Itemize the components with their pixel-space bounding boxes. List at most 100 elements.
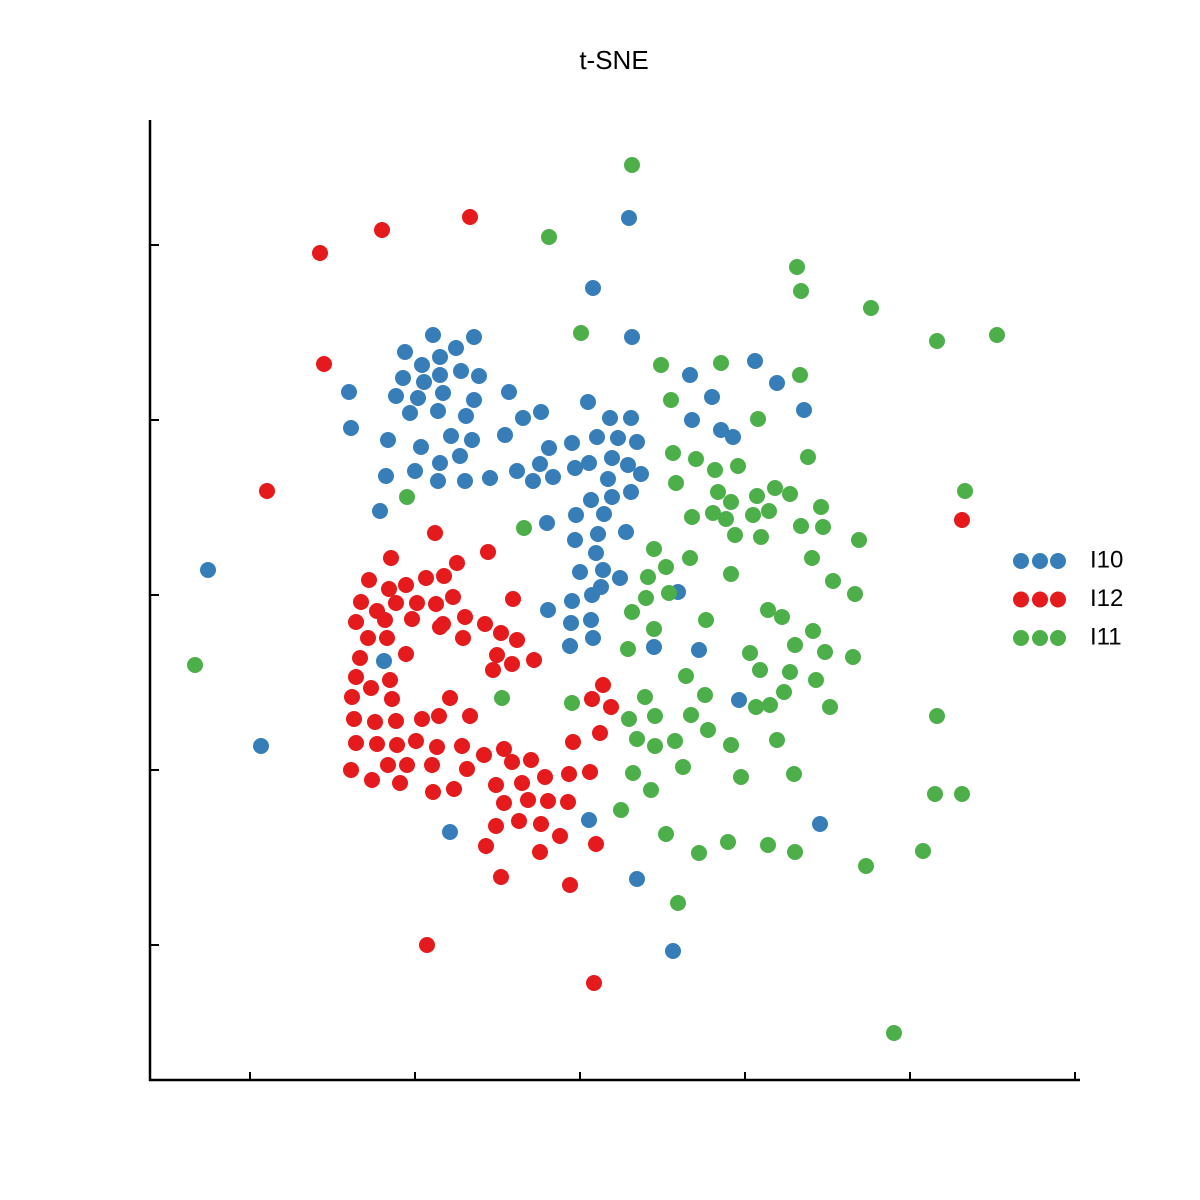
point — [364, 772, 380, 788]
point — [769, 375, 785, 391]
point — [588, 836, 604, 852]
point — [493, 869, 509, 885]
point — [700, 722, 716, 738]
point — [684, 509, 700, 525]
point — [399, 757, 415, 773]
point — [378, 468, 394, 484]
point — [369, 736, 385, 752]
point — [572, 564, 588, 580]
point — [430, 403, 446, 419]
point — [796, 402, 812, 418]
point — [752, 662, 768, 678]
point — [501, 384, 517, 400]
point — [847, 586, 863, 602]
point — [493, 625, 509, 641]
point — [464, 432, 480, 448]
point — [705, 505, 721, 521]
point — [388, 388, 404, 404]
point — [927, 786, 943, 802]
point — [380, 432, 396, 448]
point — [541, 229, 557, 245]
point — [532, 456, 548, 472]
point — [618, 524, 634, 540]
point — [718, 511, 734, 527]
point — [604, 450, 620, 466]
point — [817, 644, 833, 660]
point — [624, 329, 640, 345]
point — [638, 590, 654, 606]
point — [595, 677, 611, 693]
point — [568, 507, 584, 523]
point — [704, 389, 720, 405]
point — [915, 843, 931, 859]
point — [646, 621, 662, 637]
point — [667, 733, 683, 749]
chart-title: t-SNE — [579, 45, 648, 75]
point — [442, 824, 458, 840]
point — [466, 329, 482, 345]
point — [562, 638, 578, 654]
point — [621, 210, 637, 226]
point — [730, 458, 746, 474]
point — [398, 646, 414, 662]
point — [989, 327, 1005, 343]
point — [466, 392, 482, 408]
point — [416, 374, 432, 390]
point — [663, 392, 679, 408]
point — [592, 725, 608, 741]
point — [489, 647, 505, 663]
point — [747, 353, 763, 369]
point — [707, 462, 723, 478]
point — [800, 449, 816, 465]
point — [432, 367, 448, 383]
point — [792, 367, 808, 383]
point — [348, 669, 364, 685]
point — [710, 484, 726, 500]
point — [665, 943, 681, 959]
point — [540, 602, 556, 618]
legend-label: I12 — [1090, 585, 1123, 612]
point — [623, 484, 639, 500]
point — [776, 684, 792, 700]
point — [419, 937, 435, 953]
point — [812, 816, 828, 832]
point — [954, 786, 970, 802]
point — [646, 639, 662, 655]
point — [404, 611, 420, 627]
point — [459, 761, 475, 777]
point — [793, 283, 809, 299]
point — [713, 422, 729, 438]
legend-marker — [1032, 553, 1048, 569]
point — [808, 672, 824, 688]
point — [382, 672, 398, 688]
point — [525, 473, 541, 489]
point — [720, 834, 736, 850]
point — [471, 368, 487, 384]
point — [352, 650, 368, 666]
point — [187, 657, 203, 673]
point — [425, 784, 441, 800]
point — [629, 434, 645, 450]
point — [691, 845, 707, 861]
point — [343, 762, 359, 778]
point — [600, 471, 616, 487]
point — [805, 623, 821, 639]
point — [623, 410, 639, 426]
point — [392, 775, 408, 791]
point — [822, 699, 838, 715]
point — [563, 615, 579, 631]
point — [316, 356, 332, 372]
point — [670, 895, 686, 911]
point — [476, 747, 492, 763]
point — [658, 826, 674, 842]
point — [346, 711, 362, 727]
point — [733, 769, 749, 785]
point — [748, 699, 764, 715]
point — [675, 759, 691, 775]
point — [610, 430, 626, 446]
point — [377, 612, 393, 628]
point — [457, 473, 473, 489]
point — [445, 589, 461, 605]
point — [442, 690, 458, 706]
